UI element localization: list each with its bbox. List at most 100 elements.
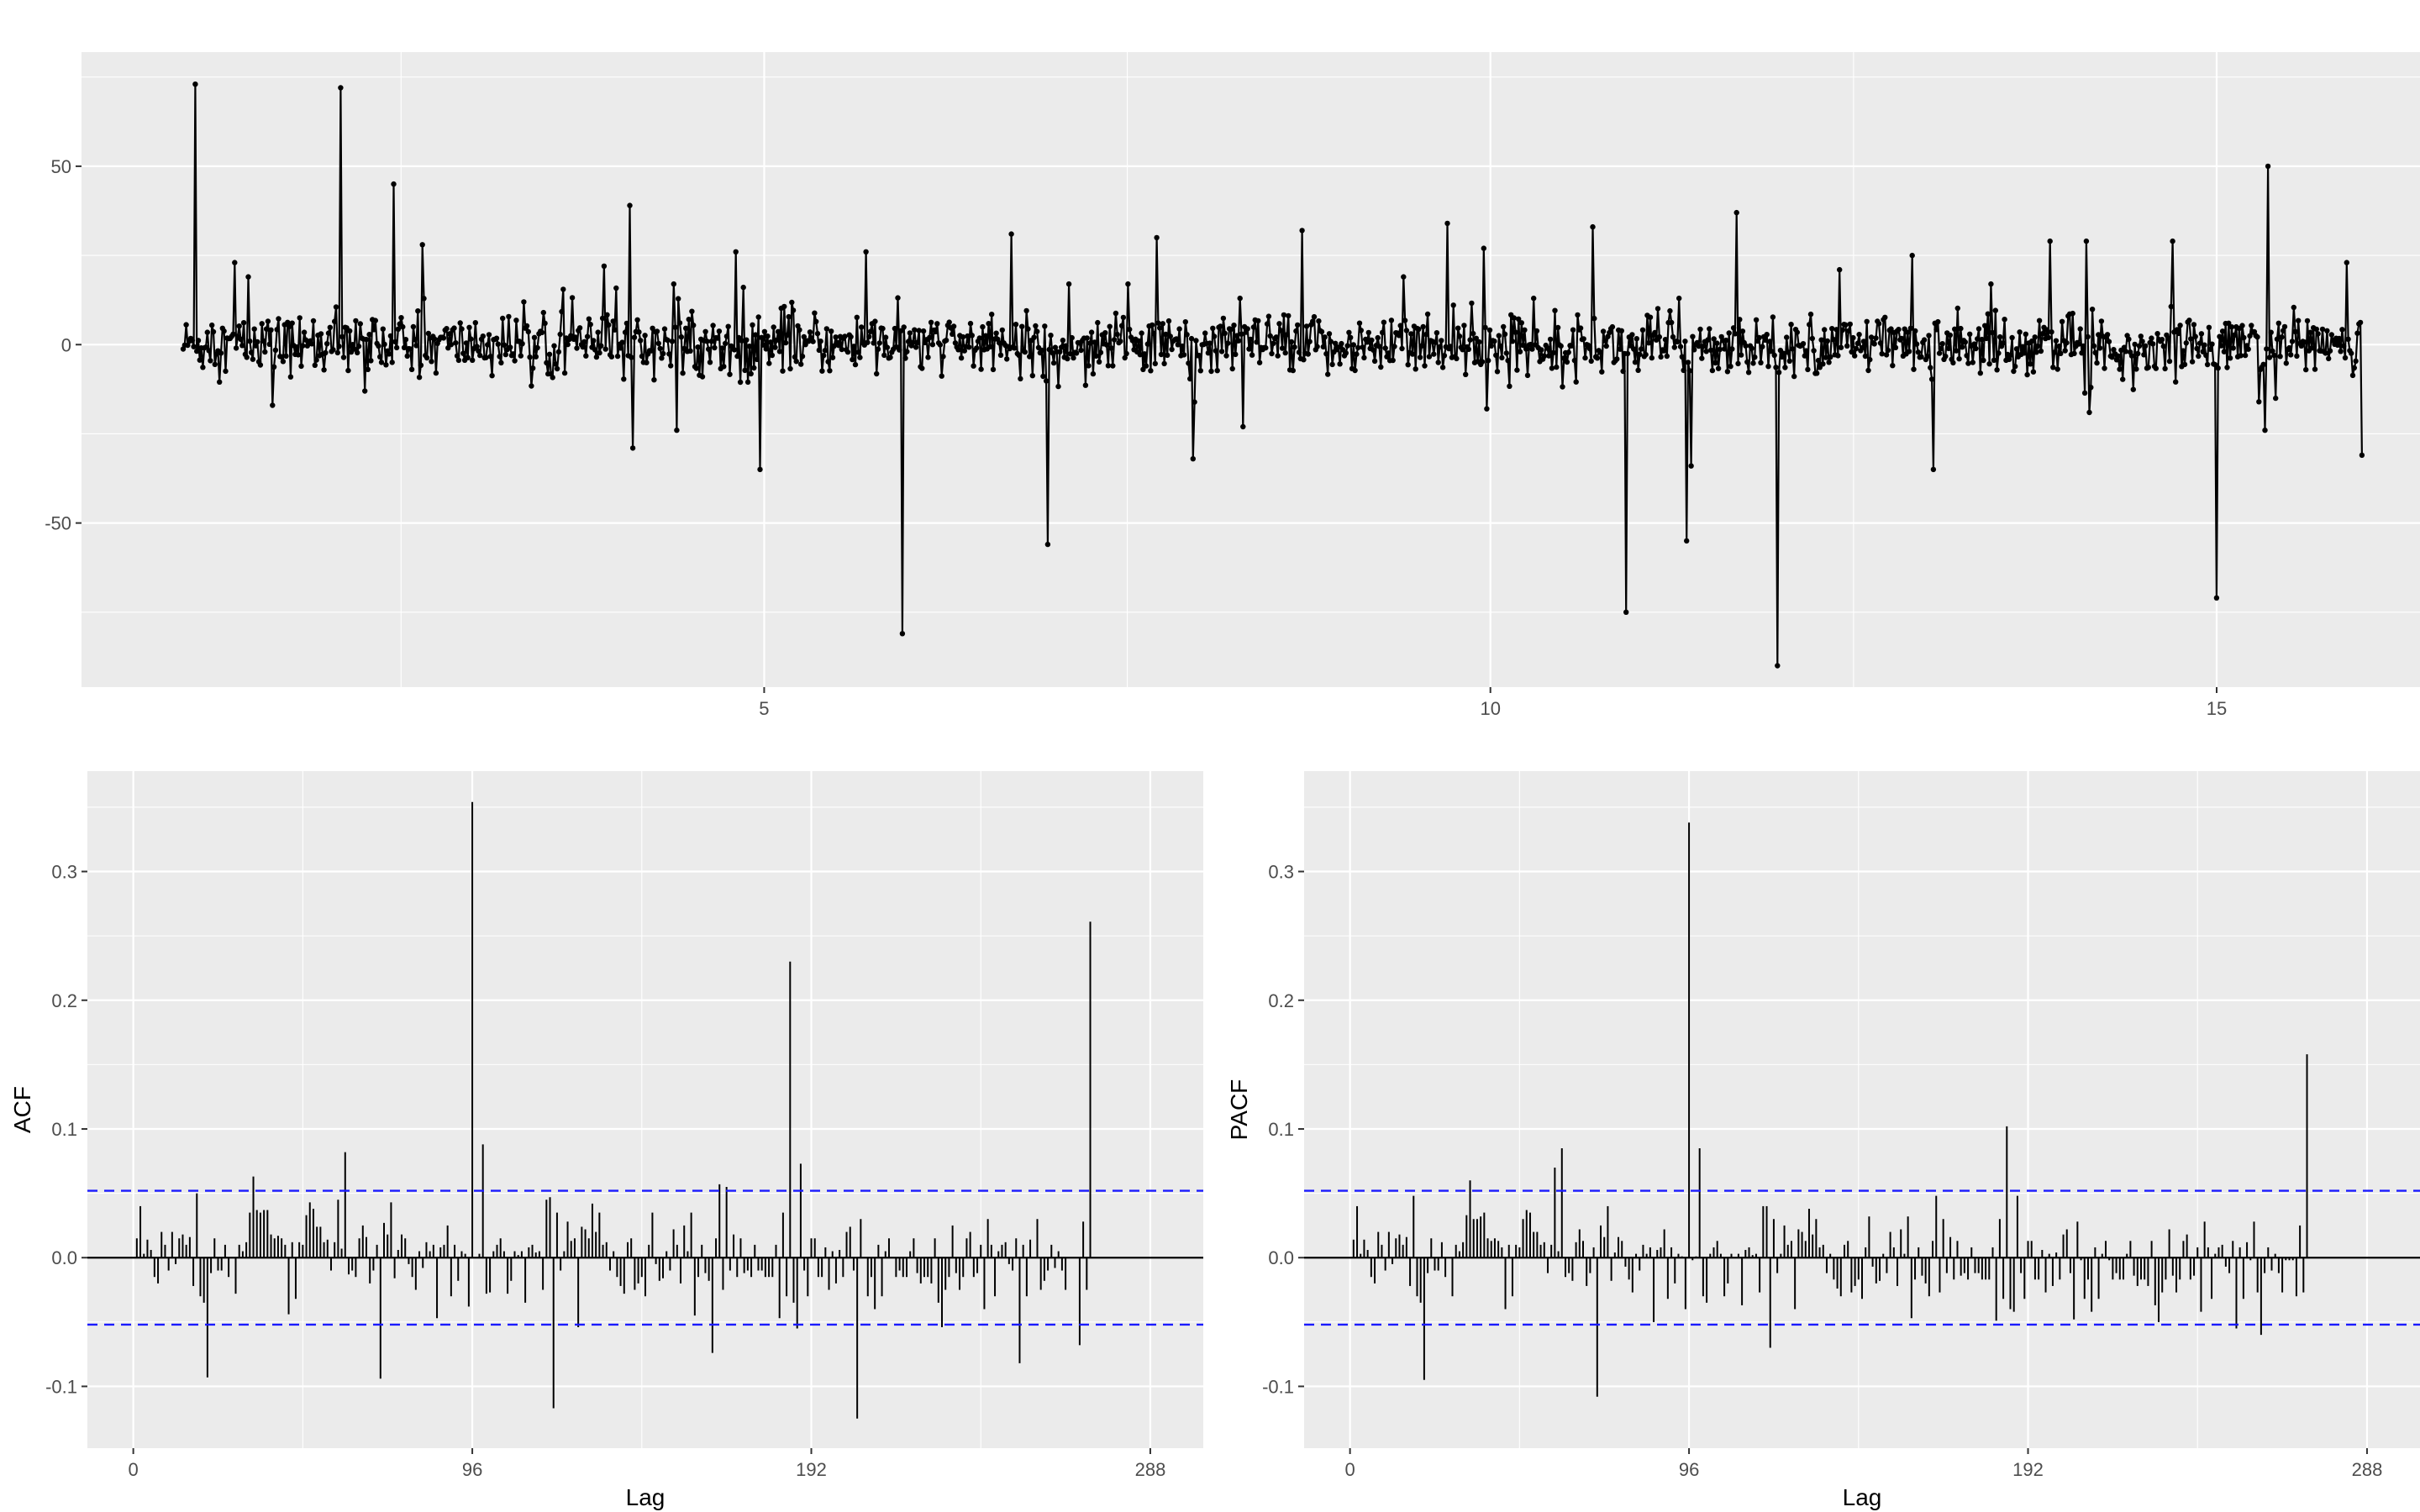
- data-point: [934, 321, 940, 327]
- data-point: [2139, 339, 2145, 344]
- data-point: [1108, 345, 1114, 351]
- data-point: [686, 317, 692, 323]
- data-point: [1401, 274, 1407, 280]
- data-point: [283, 353, 289, 360]
- data-point: [1588, 358, 1594, 365]
- data-point: [561, 370, 568, 376]
- data-point: [1811, 348, 1817, 354]
- data-point: [2145, 365, 2151, 370]
- data-point: [340, 354, 347, 360]
- data-point: [408, 346, 413, 352]
- data-point: [465, 354, 471, 360]
- data-point: [270, 402, 276, 408]
- data-point: [1977, 370, 1983, 376]
- data-point: [1928, 365, 1933, 370]
- data-point: [2307, 329, 2313, 335]
- data-point: [1512, 329, 1518, 335]
- data-point: [618, 345, 623, 351]
- data-point: [1529, 346, 1535, 352]
- data-point: [1008, 231, 1014, 237]
- data-point: [363, 336, 370, 343]
- data-point: [666, 351, 672, 357]
- data-point: [210, 328, 217, 335]
- data-point: [480, 333, 486, 339]
- data-point: [952, 340, 959, 346]
- data-point: [821, 353, 827, 359]
- data-point: [289, 320, 295, 326]
- data-point: [2088, 385, 2094, 391]
- data-point: [318, 331, 324, 337]
- data-point: [2288, 352, 2294, 358]
- data-point: [1481, 245, 1487, 251]
- data-point: [1473, 335, 1480, 341]
- data-point: [377, 354, 383, 360]
- data-point: [1467, 337, 1473, 343]
- data-point: [702, 328, 708, 334]
- data-point: [737, 379, 744, 386]
- data-point: [2286, 344, 2292, 351]
- data-point: [1631, 346, 1637, 352]
- data-point: [966, 344, 972, 350]
- data-point: [263, 326, 270, 332]
- data-point: [2273, 395, 2279, 402]
- data-point: [238, 336, 244, 342]
- data-point: [189, 338, 195, 344]
- data-point: [727, 371, 733, 377]
- data-point: [993, 330, 999, 336]
- data-point: [787, 365, 793, 372]
- data-point: [1762, 337, 1769, 343]
- data-point: [1084, 335, 1090, 341]
- data-point: [1714, 340, 1720, 346]
- data-point: [1652, 329, 1658, 336]
- data-point: [1939, 341, 1945, 347]
- data-point: [1267, 333, 1273, 339]
- data-point: [604, 312, 610, 318]
- data-point: [2270, 348, 2275, 354]
- data-point: [689, 308, 695, 314]
- data-point: [1322, 334, 1328, 340]
- data-point: [185, 342, 191, 349]
- data-point: [1152, 360, 1159, 367]
- data-point: [2021, 350, 2028, 356]
- data-point: [1184, 332, 1190, 338]
- data-point: [1160, 321, 1166, 327]
- x-tick-label: 10: [1480, 698, 1500, 719]
- data-point: [1905, 329, 1911, 335]
- data-point: [1614, 356, 1620, 362]
- data-point: [1186, 360, 1192, 366]
- data-point: [1263, 344, 1269, 351]
- data-point: [1239, 331, 1244, 337]
- data-point: [754, 356, 760, 363]
- y-tick-label: 0: [61, 334, 71, 355]
- data-point: [332, 318, 338, 324]
- data-point: [1726, 330, 1732, 336]
- data-point: [1936, 350, 1943, 356]
- data-point: [350, 342, 355, 348]
- data-point: [695, 344, 701, 350]
- data-point: [1539, 347, 1544, 353]
- data-point: [1282, 349, 1288, 356]
- data-point: [1509, 339, 1516, 344]
- data-point: [1909, 252, 1915, 259]
- data-point: [1470, 330, 1476, 337]
- data-point: [2298, 343, 2304, 349]
- data-point: [672, 324, 678, 330]
- data-point: [1618, 328, 1625, 333]
- data-point: [1423, 331, 1429, 338]
- data-point: [1229, 365, 1235, 372]
- data-point: [1476, 339, 1482, 345]
- data-point: [1193, 338, 1199, 344]
- series-points: [180, 81, 2365, 669]
- data-point: [2079, 350, 2085, 356]
- y-tick-label: -50: [45, 513, 71, 534]
- data-point: [2033, 349, 2039, 355]
- data-point: [1830, 336, 1837, 343]
- data-point: [852, 361, 859, 368]
- y-tick-label: 0.3: [51, 862, 77, 883]
- data-point: [1728, 364, 1733, 370]
- data-point: [1375, 334, 1381, 341]
- data-point: [1700, 344, 1707, 349]
- data-point: [1434, 330, 1440, 336]
- data-point: [1354, 351, 1360, 357]
- data-point: [1237, 295, 1243, 302]
